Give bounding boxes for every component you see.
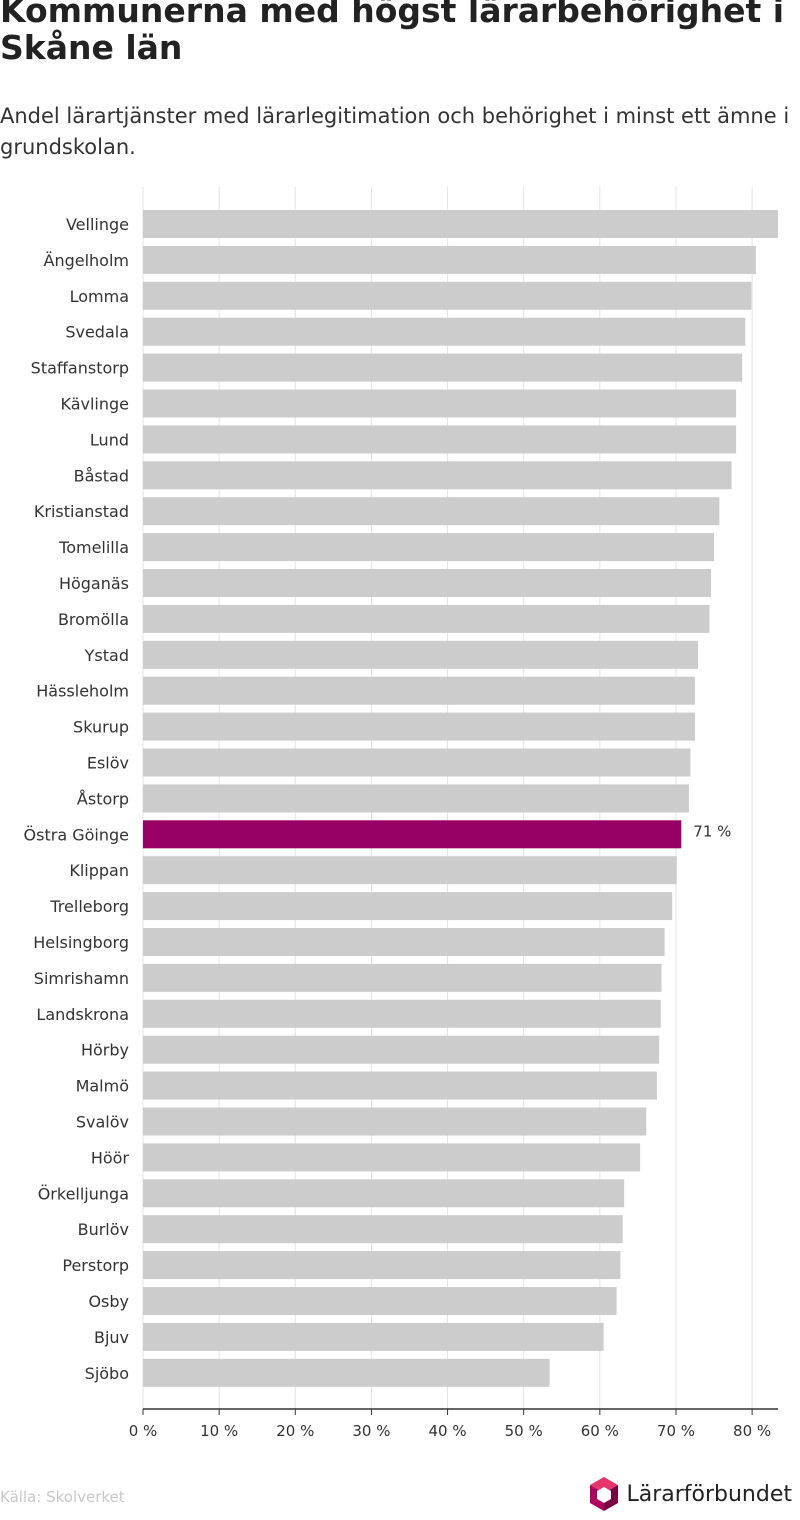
bar: [143, 533, 715, 562]
bar: [143, 604, 710, 633]
bar: [143, 317, 746, 346]
category-label: Åstorp: [77, 789, 129, 808]
category-label: Örkelljunga: [38, 1184, 129, 1203]
bar: [143, 1215, 623, 1244]
x-tick-label: 10 %: [200, 1422, 238, 1440]
category-label: Hässleholm: [36, 682, 129, 701]
bar: [143, 1179, 625, 1208]
bar: [143, 353, 743, 382]
x-tick-label: 50 %: [505, 1422, 543, 1440]
category-label: Lomma: [70, 287, 129, 306]
chart-subtitle: Andel lärartjänster med lärarlegitimatio…: [0, 104, 790, 159]
x-tick-label: 40 %: [429, 1422, 467, 1440]
bar: [143, 712, 696, 741]
x-tick-label: 0 %: [129, 1422, 158, 1440]
x-tick-label: 30 %: [352, 1422, 390, 1440]
category-label: Malmö: [76, 1077, 129, 1096]
category-label: Landskrona: [36, 1005, 129, 1024]
source-note: Källa: Skolverket: [0, 1488, 125, 1506]
category-label: Ystad: [84, 646, 129, 665]
category-label: Eslöv: [87, 754, 129, 773]
category-label: Båstad: [74, 466, 129, 485]
category-label: Staffanstorp: [31, 359, 129, 378]
brand-name: Lärarförbundet: [626, 1481, 792, 1507]
category-label: Höör: [91, 1148, 130, 1167]
category-label: Bjuv: [94, 1328, 129, 1347]
bar: [143, 210, 778, 238]
bar: [143, 1107, 647, 1136]
category-label: Svalöv: [76, 1113, 129, 1132]
bar: [143, 281, 752, 310]
bar: [143, 1143, 641, 1172]
chart-title: Kommunerna med högst lärarbehörighet i S…: [0, 0, 785, 67]
bar: [143, 640, 699, 669]
category-label: Kristianstad: [34, 502, 129, 521]
bar: [143, 425, 737, 454]
x-tick-label: 60 %: [581, 1422, 619, 1440]
hexagon-logo-icon: [590, 1477, 619, 1511]
category-label: Osby: [88, 1292, 129, 1311]
category-label: Burlöv: [78, 1220, 129, 1239]
bar: [143, 1035, 660, 1064]
bar: [143, 245, 756, 274]
bar-chart: Vellinge Ängelholm Lomma Svedala Staffanstor…: [24, 187, 778, 1440]
category-label: Vellinge: [66, 215, 129, 234]
bar: [143, 461, 732, 490]
category-label: Hörby: [81, 1041, 129, 1060]
bar: [143, 1287, 617, 1315]
category-label: Klippan: [69, 861, 129, 880]
bar: [143, 1251, 621, 1280]
bar: [143, 999, 661, 1028]
category-label: Kävlinge: [60, 395, 129, 414]
category-label: Svedala: [65, 323, 129, 342]
x-tick-label: 70 %: [657, 1422, 695, 1440]
category-label: Ängelholm: [44, 251, 130, 270]
bar: [143, 676, 696, 705]
category-label: Lund: [90, 430, 129, 449]
bar: [143, 389, 737, 418]
category-label: Skurup: [73, 718, 129, 737]
brand-logo: Lärarförbundet: [588, 1476, 792, 1512]
x-tick-label: 20 %: [276, 1422, 314, 1440]
bar: [143, 963, 662, 992]
bar: [143, 1071, 657, 1100]
category-label: Tomelilla: [58, 538, 129, 557]
category-label: Sjöbo: [85, 1364, 129, 1383]
bar: [143, 748, 691, 777]
data-label: 71 %: [693, 822, 731, 840]
bar: [143, 497, 720, 526]
category-label: Höganäs: [59, 574, 129, 593]
bar: [143, 856, 677, 885]
bar: [143, 928, 665, 956]
x-tick-label: 80 %: [733, 1422, 771, 1440]
bar: [143, 569, 711, 597]
category-label: Trelleborg: [49, 897, 129, 916]
category-label: Bromölla: [58, 610, 129, 629]
bar: [143, 1358, 550, 1387]
category-label: Östra Göinge: [24, 825, 129, 844]
bar: [143, 1322, 604, 1351]
bar: [143, 892, 673, 921]
category-label: Helsingborg: [33, 933, 129, 952]
bar: [143, 784, 689, 813]
category-label: Perstorp: [62, 1256, 129, 1275]
bar: [143, 820, 682, 849]
category-label: Simrishamn: [34, 969, 129, 988]
